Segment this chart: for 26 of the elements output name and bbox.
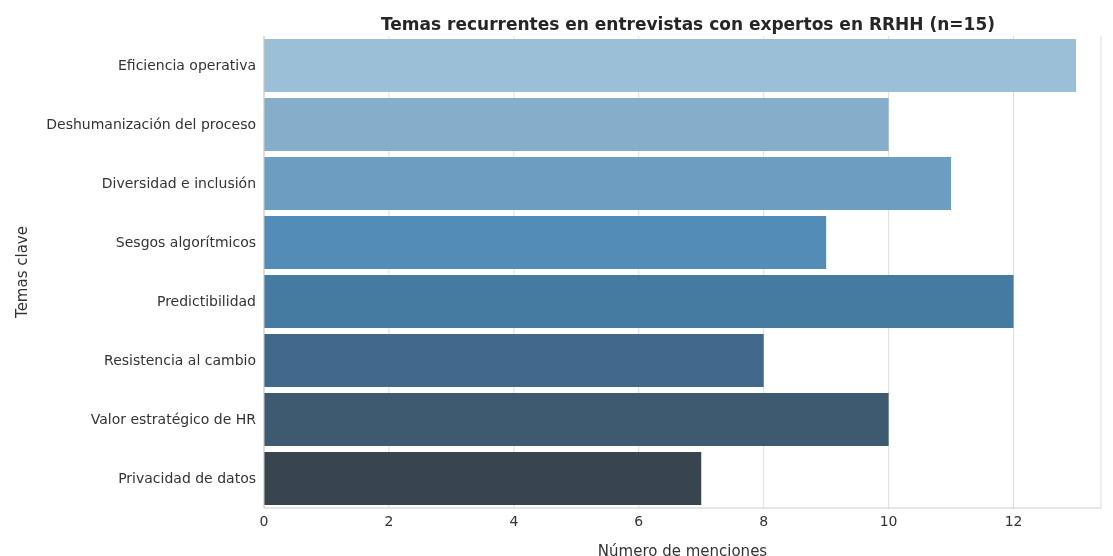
x-tick-label: 2 xyxy=(384,512,394,529)
x-tick-label: 10 xyxy=(879,512,898,529)
bar xyxy=(264,393,889,447)
y-axis-title: Temas clave xyxy=(13,226,32,319)
y-tick-label: Valor estratégico de HR xyxy=(90,411,257,428)
bar xyxy=(264,275,1014,329)
chart-title: Temas recurrentes en entrevistas con expertos en RRHH (n=15) xyxy=(380,14,996,34)
x-tick-label: 0 xyxy=(259,512,269,529)
y-tick-label: Deshumanización del proceso xyxy=(46,116,256,133)
x-tick-label: 8 xyxy=(759,512,769,529)
x-tick-label: 6 xyxy=(634,512,644,529)
bar xyxy=(264,334,764,388)
y-tick-label: Diversidad e inclusión xyxy=(101,175,256,192)
y-tick-label: Privacidad de datos xyxy=(118,470,256,487)
bar xyxy=(264,452,702,506)
bar xyxy=(264,98,889,152)
bar xyxy=(264,39,1077,93)
y-tick-label: Resistencia al cambio xyxy=(104,352,256,369)
bar xyxy=(264,157,952,211)
x-tick-label: 4 xyxy=(509,512,519,529)
y-tick-label: Sesgos algorítmicos xyxy=(115,234,256,251)
x-axis-title: Número de menciones xyxy=(597,542,768,556)
y-tick-label: Predictibilidad xyxy=(156,293,256,310)
y-tick-label: Eficiencia operativa xyxy=(118,57,256,74)
x-tick-label: 12 xyxy=(1004,512,1023,529)
bar xyxy=(264,216,827,270)
